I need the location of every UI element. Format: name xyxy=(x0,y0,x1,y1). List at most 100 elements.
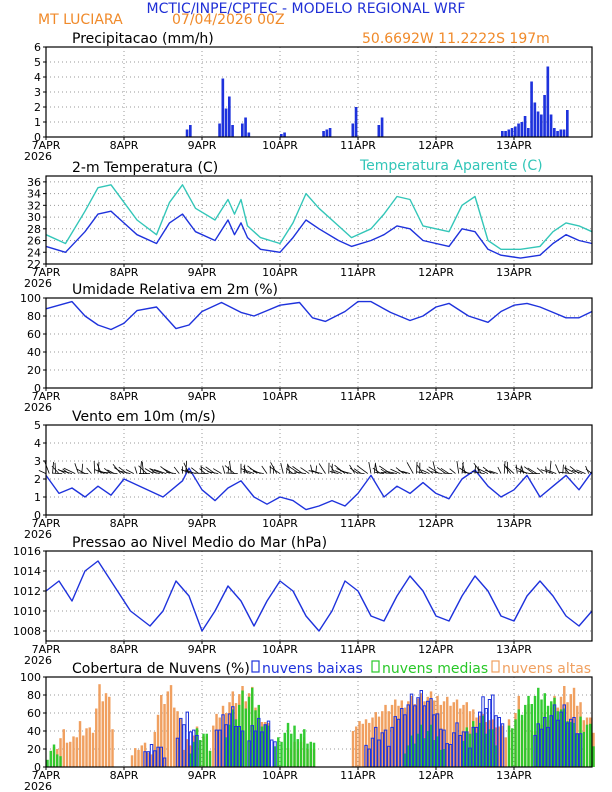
wind-arrow xyxy=(180,469,193,474)
legend-label: nuvens altas xyxy=(502,661,591,677)
y-tick-label: 40 xyxy=(27,725,41,738)
cloud-bar-nuvens-altas xyxy=(397,705,400,767)
precip-bar xyxy=(280,134,283,137)
cloud-bar-nuvens-altas xyxy=(371,717,374,767)
wind-arrow xyxy=(292,466,303,474)
x-tick-label: 13APR xyxy=(496,517,532,530)
cloud-bar-nuvens-medias xyxy=(416,733,420,767)
cloud-bar-nuvens-medias xyxy=(566,721,569,767)
y-tick-label: 34 xyxy=(27,188,41,201)
cloud-bar-nuvens-medias xyxy=(507,725,511,767)
x-tick-label: 9APR xyxy=(188,266,217,279)
cloud-bar-nuvens-medias xyxy=(49,750,52,767)
wind-arrow xyxy=(269,466,281,474)
x-tick-label: 13APR xyxy=(496,139,532,152)
x-year-label: 2026 xyxy=(24,277,52,290)
cloud-bar-nuvens-altas xyxy=(400,700,403,767)
wind-arrow xyxy=(436,467,446,474)
wind-arrow xyxy=(285,467,294,474)
wind-arrow xyxy=(368,461,372,474)
y-tick-label: 40 xyxy=(27,346,41,359)
x-tick-label: 10APR xyxy=(262,769,298,782)
x-tick-label: 7APR xyxy=(32,643,61,656)
y-tick-label: 1008 xyxy=(13,625,41,638)
cloud-bar-nuvens-altas xyxy=(504,737,507,767)
wind-arrow xyxy=(227,466,230,474)
legend-swatch xyxy=(491,660,500,673)
precip-bar xyxy=(556,131,559,137)
wind-arrow xyxy=(564,467,576,474)
wind-arrow xyxy=(503,460,506,474)
wind-arrow xyxy=(462,462,466,474)
cloud-bar-nuvens-medias xyxy=(537,687,540,767)
panel-title: Cobertura de Nuvens (%) xyxy=(72,661,250,677)
wind-arrow xyxy=(141,461,144,474)
precip-bar xyxy=(514,126,517,137)
precip-bar xyxy=(231,125,234,137)
cloud-bar-nuvens-altas xyxy=(65,742,69,767)
cloud-bar-nuvens-altas xyxy=(212,725,215,767)
wind-arrow xyxy=(562,464,564,474)
wind-arrow xyxy=(540,469,554,474)
cloud-bar-nuvens-medias xyxy=(199,740,202,767)
legend-label: nuvens medias xyxy=(382,661,488,677)
x-tick-label: 11APR xyxy=(340,769,376,782)
wind-arrow xyxy=(207,471,219,474)
wind-arrow xyxy=(521,466,525,474)
cloud-bar-nuvens-altas xyxy=(143,742,147,767)
cloud-bar-nuvens-medias xyxy=(407,745,410,767)
cloud-bar-nuvens-altas xyxy=(88,727,91,767)
series-line-pressao xyxy=(45,560,593,632)
panel-frame xyxy=(45,676,593,768)
cloud-bar-nuvens-medias xyxy=(192,741,195,767)
wind-arrow xyxy=(334,470,342,474)
cloud-bar-nuvens-altas xyxy=(108,696,111,767)
wind-arrow xyxy=(224,465,235,474)
wind-arrow xyxy=(329,471,339,474)
wind-arrow xyxy=(191,467,199,474)
wind-arrow xyxy=(356,472,365,474)
panel-title-right: Temperatura Aparente (C) xyxy=(359,158,543,174)
y-tick-label: 28 xyxy=(27,223,41,236)
wind-arrow xyxy=(571,469,583,474)
x-tick-label: 11APR xyxy=(340,139,376,152)
precip-bar xyxy=(241,123,244,137)
precip-bar xyxy=(507,129,511,137)
x-tick-label: 7APR xyxy=(32,266,61,279)
x-tick-label: 11APR xyxy=(340,266,376,279)
x-tick-label: 13APR xyxy=(496,390,532,403)
x-tick-label: 13APR xyxy=(496,643,532,656)
precip-bar xyxy=(244,117,247,137)
y-tick-label: 32 xyxy=(27,199,41,212)
wind-arrow xyxy=(517,470,531,474)
wind-arrow xyxy=(194,472,209,474)
station-name: MT LUCIARA xyxy=(38,12,123,28)
cloud-bar-nuvens-altas xyxy=(416,698,420,767)
x-tick-label: 12APR xyxy=(418,139,454,152)
wind-arrow xyxy=(138,465,148,474)
wind-arrow xyxy=(153,469,167,474)
x-year-label: 2026 xyxy=(24,780,52,792)
cloud-bar-nuvens-altas xyxy=(410,695,413,767)
cloud-bar-nuvens-altas xyxy=(78,721,82,767)
x-year-label: 2026 xyxy=(24,150,52,163)
wind-arrow xyxy=(440,467,450,474)
y-tick-label: 0 xyxy=(34,509,41,522)
cloud-bar-nuvens-medias xyxy=(485,733,488,767)
cloud-bar-nuvens-altas xyxy=(137,749,140,767)
legend-label: nuvens baixas xyxy=(262,661,363,677)
wind-arrow xyxy=(585,468,593,474)
cloud-bar-nuvens-medias xyxy=(257,704,260,767)
precip-bar xyxy=(520,122,524,137)
y-tick-label: 4 xyxy=(34,71,41,84)
cloud-bar-nuvens-altas xyxy=(91,732,95,767)
wind-arrow xyxy=(134,466,138,474)
cloud-bar-nuvens-altas xyxy=(179,718,182,767)
y-tick-label: 1014 xyxy=(13,565,41,578)
precip-bar xyxy=(530,81,533,137)
cloud-bar-nuvens-altas xyxy=(221,705,225,767)
precip-bar xyxy=(325,129,329,137)
x-tick-label: 8APR xyxy=(110,517,139,530)
x-tick-label: 10APR xyxy=(262,517,298,530)
